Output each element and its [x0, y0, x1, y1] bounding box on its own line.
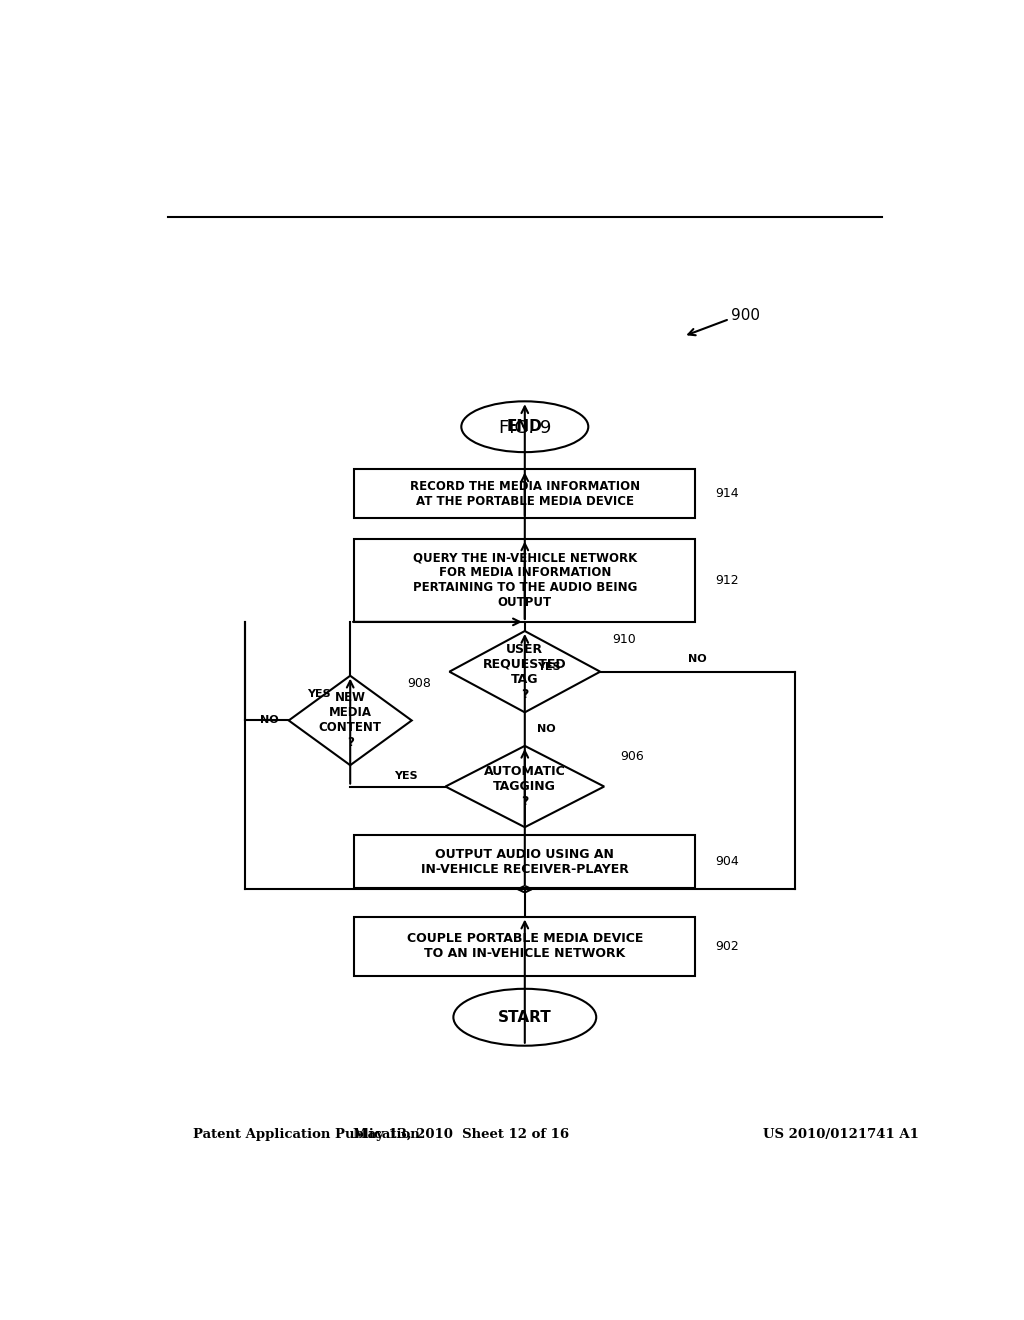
Text: Patent Application Publication: Patent Application Publication [194, 1127, 420, 1140]
Text: 906: 906 [620, 750, 644, 763]
Text: AUTOMATIC
TAGGING
?: AUTOMATIC TAGGING ? [484, 766, 565, 808]
Ellipse shape [461, 401, 588, 453]
FancyBboxPatch shape [354, 539, 695, 622]
Text: YES: YES [307, 689, 331, 698]
Text: QUERY THE IN-VEHICLE NETWORK
FOR MEDIA INFORMATION
PERTAINING TO THE AUDIO BEING: QUERY THE IN-VEHICLE NETWORK FOR MEDIA I… [413, 552, 637, 610]
Text: NO: NO [259, 715, 279, 726]
Text: 910: 910 [612, 632, 636, 645]
Text: 900: 900 [731, 309, 760, 323]
Text: FIG. 9: FIG. 9 [499, 418, 551, 437]
Ellipse shape [454, 989, 596, 1045]
Text: OUTPUT AUDIO USING AN
IN-VEHICLE RECEIVER-PLAYER: OUTPUT AUDIO USING AN IN-VEHICLE RECEIVE… [421, 847, 629, 875]
FancyBboxPatch shape [354, 836, 695, 888]
Text: US 2010/0121741 A1: US 2010/0121741 A1 [763, 1127, 919, 1140]
Text: NEW
MEDIA
CONTENT
?: NEW MEDIA CONTENT ? [318, 692, 382, 750]
Polygon shape [289, 676, 412, 766]
Text: 902: 902 [715, 940, 739, 953]
Polygon shape [445, 746, 604, 828]
Text: YES: YES [394, 771, 418, 781]
FancyBboxPatch shape [354, 470, 695, 519]
Text: COUPLE PORTABLE MEDIA DEVICE
TO AN IN-VEHICLE NETWORK: COUPLE PORTABLE MEDIA DEVICE TO AN IN-VE… [407, 932, 643, 960]
FancyBboxPatch shape [354, 916, 695, 975]
Text: RECORD THE MEDIA INFORMATION
AT THE PORTABLE MEDIA DEVICE: RECORD THE MEDIA INFORMATION AT THE PORT… [410, 479, 640, 508]
Text: 912: 912 [715, 574, 739, 586]
Polygon shape [450, 631, 600, 713]
Text: 904: 904 [715, 855, 739, 869]
Text: May 13, 2010  Sheet 12 of 16: May 13, 2010 Sheet 12 of 16 [353, 1127, 569, 1140]
Text: 908: 908 [408, 677, 432, 690]
Text: USER
REQUESTED
TAG
?: USER REQUESTED TAG ? [483, 643, 566, 701]
Text: NO: NO [537, 725, 555, 734]
Text: YES: YES [537, 663, 560, 672]
Text: START: START [498, 1010, 552, 1024]
Text: 914: 914 [715, 487, 739, 500]
Text: NO: NO [688, 655, 707, 664]
Text: END: END [507, 420, 543, 434]
